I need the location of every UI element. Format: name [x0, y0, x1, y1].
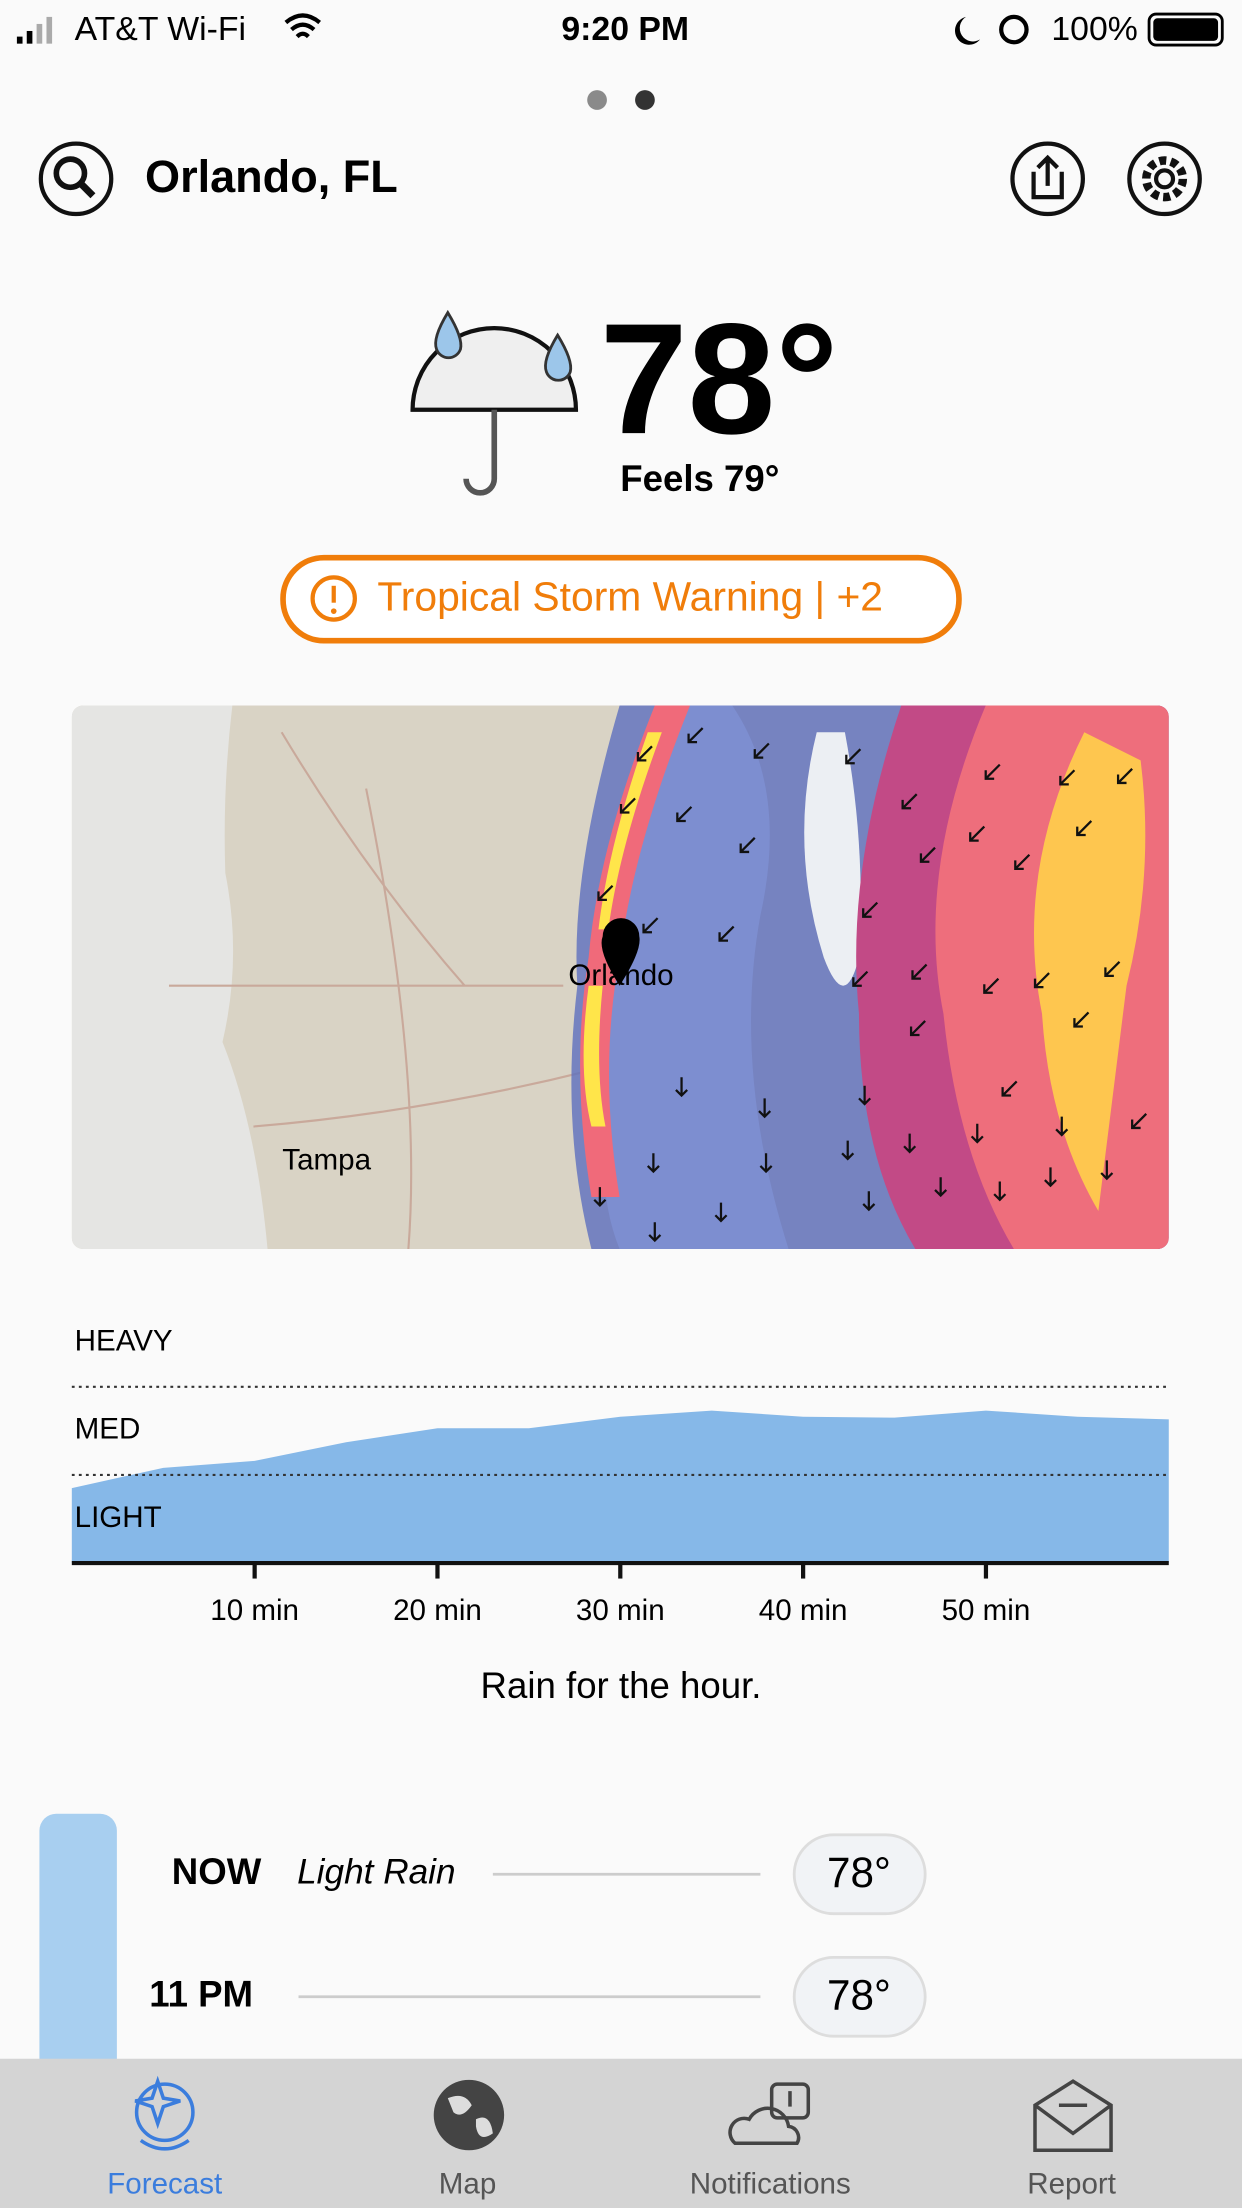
wind-arrow — [862, 901, 879, 918]
wind-arrow — [841, 1140, 855, 1161]
wind-arrow — [714, 1202, 728, 1223]
forecast-icon — [134, 2075, 195, 2151]
battery-percent: 100% — [1051, 10, 1137, 48]
wind-arrow — [1044, 1167, 1057, 1188]
wind-arrow — [753, 742, 770, 759]
x-tick-label: 50 min — [942, 1594, 1031, 1627]
intensity-label: MED — [75, 1413, 141, 1446]
wind-arrow — [676, 806, 693, 823]
wind-arrow — [1073, 1011, 1090, 1028]
wind-arrow — [984, 763, 1001, 780]
wind-arrow — [934, 1177, 948, 1198]
wind-arrow — [675, 1077, 688, 1098]
page-dot[interactable] — [635, 90, 655, 110]
map-icon — [433, 2079, 505, 2151]
wind-arrow — [903, 1133, 917, 1154]
wind-arrow — [901, 793, 918, 810]
wind-arrow — [1131, 1113, 1148, 1130]
wind-arrow — [1104, 960, 1121, 977]
wind-arrow — [1076, 820, 1093, 837]
tab-label[interactable]: Report — [1027, 2167, 1116, 2200]
wind-arrow — [718, 925, 735, 942]
wind-arrow — [758, 1098, 772, 1119]
radar-map[interactable]: Orlando Tampa — [71, 705, 1169, 1250]
rain-chart: HEAVY MED LIGHT 10 min 20 min 30 min 40 min 50 … — [71, 1325, 1169, 1627]
wind-arrow — [1116, 768, 1133, 785]
wind-arrow — [845, 748, 862, 765]
clock: 9:20 PM — [561, 10, 689, 48]
wind-arrow — [969, 825, 986, 842]
wind-arrow — [983, 977, 1000, 994]
map-label: Orlando — [568, 959, 673, 992]
tab-label[interactable]: Forecast — [107, 2167, 222, 2200]
wind-arrow — [862, 1191, 876, 1212]
intensity-label: HEAVY — [75, 1325, 173, 1358]
location-name[interactable]: Orlando, FL — [145, 151, 398, 202]
location-pin — [601, 918, 640, 986]
wind-arrow — [1014, 853, 1031, 870]
wind-arrow — [619, 797, 636, 814]
wind-arrow — [739, 837, 756, 854]
rain-area — [71, 1410, 1169, 1564]
hour-time: NOW — [172, 1851, 262, 1892]
wind-arrow — [1100, 1160, 1114, 1181]
wind-arrow — [1055, 1116, 1069, 1137]
current-temperature: 78° — [600, 291, 838, 467]
hour-time: 11 PM — [149, 1973, 253, 2014]
intensity-label: LIGHT — [75, 1501, 162, 1534]
wind-arrow — [593, 1187, 607, 1207]
hourly-bar — [39, 1813, 117, 2070]
chart-caption: Rain for the hour. — [481, 1665, 762, 1706]
wind-arrow — [642, 917, 659, 934]
notifications-icon — [728, 2082, 811, 2145]
wind-arrow — [993, 1181, 1007, 1202]
search-button[interactable] — [38, 141, 114, 217]
wind-arrow — [858, 1085, 872, 1106]
wind-arrow — [648, 1222, 662, 1243]
hour-condition: Light Rain — [297, 1853, 455, 1892]
wind-arrow — [970, 1123, 984, 1144]
wind-arrow — [687, 727, 704, 744]
hour-temperature: 78° — [827, 1971, 891, 2018]
wind-arrow — [909, 1020, 926, 1037]
report-icon — [1033, 2079, 1113, 2153]
wind-arrow — [646, 1153, 660, 1174]
wind-arrow — [1059, 769, 1076, 786]
settings-button[interactable] — [1127, 141, 1202, 217]
x-tick-label: 20 min — [393, 1594, 482, 1627]
tab-label[interactable]: Notifications — [690, 2167, 851, 2200]
x-tick-label: 40 min — [759, 1594, 848, 1627]
feels-like: Feels 79° — [620, 458, 779, 499]
hourly-row[interactable]: 11 PM 78° — [149, 1955, 927, 2038]
alert-text[interactable]: Tropical Storm Warning | +2 — [377, 574, 883, 620]
x-tick-label: 10 min — [210, 1594, 299, 1627]
share-button[interactable] — [1010, 141, 1085, 217]
carrier: AT&T Wi-Fi — [75, 10, 246, 48]
x-tick-label: 30 min — [576, 1594, 665, 1627]
hour-temperature: 78° — [827, 1849, 891, 1896]
wind-arrow — [759, 1153, 773, 1174]
wind-arrow — [911, 963, 928, 980]
wind-arrow — [1033, 972, 1050, 989]
wind-arrow — [1001, 1080, 1018, 1097]
wind-arrow — [919, 846, 936, 863]
hourly-row[interactable]: NOW Light Rain 78° — [172, 1833, 927, 1916]
wind-arrow — [636, 745, 653, 762]
status-bar: AT&T Wi-Fi 9:20 PM 100% — [16, 10, 1224, 48]
wind-arrow — [852, 970, 869, 987]
map-label: Tampa — [282, 1144, 371, 1177]
tab-label[interactable]: Map — [439, 2167, 497, 2200]
alert-banner[interactable]: Tropical Storm Warning | +2 — [280, 554, 962, 644]
wind-arrow — [597, 884, 614, 901]
page-dot[interactable] — [587, 90, 607, 110]
umbrella-icon — [410, 309, 579, 496]
